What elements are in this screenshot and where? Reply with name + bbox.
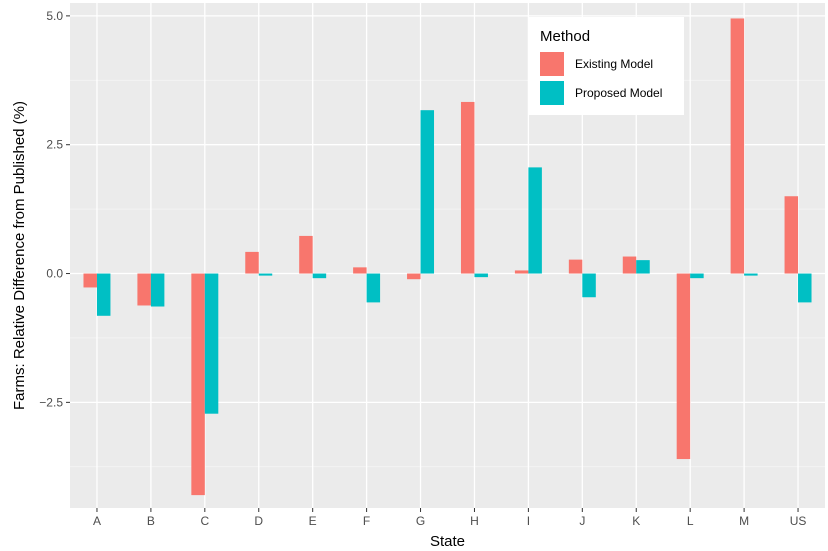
x-axis-ticks: A B C D E F G H I J K L M US (93, 508, 806, 528)
bar-proposed-k (636, 260, 650, 274)
plot-panel (70, 3, 825, 508)
y-tick-label: 5.0 (46, 9, 63, 23)
bar-existing-h (460, 101, 475, 274)
legend-swatch (540, 81, 564, 105)
y-tick-label: 2.5 (46, 138, 63, 152)
bar-proposed-l (690, 273, 704, 279)
bar-existing-j (568, 259, 583, 274)
bar-existing-i (514, 270, 529, 274)
x-tick-label: E (309, 514, 317, 528)
bar-existing-f (353, 267, 367, 274)
y-axis-title: Farms: Relative Difference from Publishe… (11, 101, 28, 410)
bar-proposed-c (204, 273, 219, 414)
legend: Method Existing Model Proposed Model (529, 17, 684, 115)
x-tick-label: D (254, 514, 263, 528)
legend-label: Existing Model (575, 57, 653, 71)
bar-existing-b (137, 273, 151, 306)
x-tick-label: US (790, 514, 807, 528)
bar-proposed-j (582, 273, 596, 298)
bar-proposed-e (312, 273, 327, 279)
bar-proposed-b (150, 273, 165, 307)
y-tick-label: −2.5 (39, 395, 63, 409)
y-tick-label: 0.0 (46, 267, 63, 281)
bar-existing-m (730, 18, 745, 274)
bars (83, 18, 812, 496)
legend-title: Method (540, 28, 590, 45)
bar-proposed-g (420, 110, 435, 274)
x-axis-title: State (430, 533, 465, 550)
bar-proposed-us (798, 273, 812, 303)
legend-items: Existing Model Proposed Model (540, 52, 662, 105)
bar-existing-us (784, 196, 799, 274)
bar-proposed-m (744, 273, 758, 276)
bar-existing-c (191, 273, 205, 496)
x-tick-label: H (470, 514, 479, 528)
x-tick-label: M (739, 514, 749, 528)
bar-proposed-d (258, 273, 273, 276)
y-axis-ticks: −2.5 0.0 2.5 5.0 (39, 9, 70, 409)
bar-existing-k (622, 256, 637, 274)
x-tick-label: C (200, 514, 209, 528)
legend-swatch (540, 52, 564, 76)
bar-existing-g (407, 273, 421, 280)
bar-existing-a (83, 273, 97, 288)
x-tick-label: G (416, 514, 425, 528)
x-tick-label: L (687, 514, 694, 528)
x-tick-label: B (147, 514, 155, 528)
bar-proposed-a (96, 273, 111, 316)
bar-existing-l (676, 273, 691, 460)
bar-existing-d (245, 251, 259, 274)
x-tick-label: J (579, 514, 585, 528)
bar-proposed-f (366, 273, 381, 303)
x-tick-label: A (93, 514, 101, 528)
bar-existing-e (299, 235, 313, 274)
legend-label: Proposed Model (575, 86, 662, 100)
x-tick-label: I (527, 514, 530, 528)
bar-proposed-h (474, 273, 488, 278)
bar-proposed-i (528, 167, 542, 274)
x-tick-label: K (632, 514, 640, 528)
x-tick-label: F (363, 514, 370, 528)
